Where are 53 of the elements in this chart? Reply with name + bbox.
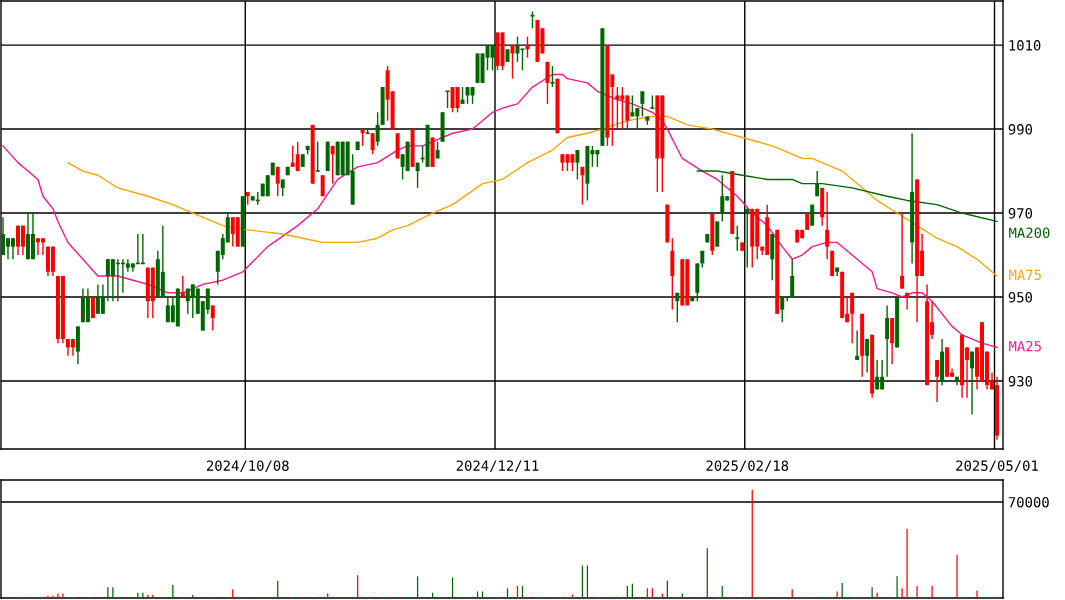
candlestick (780, 296, 785, 323)
y-tick-label: 70000 (1008, 496, 1049, 508)
candlestick (330, 145, 335, 185)
x-tick-label: 2025/05/01 (956, 460, 1038, 473)
candlestick (745, 208, 750, 269)
candlestick (314, 140, 321, 172)
series-label: MA200 (1009, 227, 1050, 238)
candlestick (375, 111, 380, 147)
candlestick (675, 292, 680, 323)
candlestick (40, 237, 45, 256)
candlestick (720, 174, 725, 223)
series-label: MA75 (1009, 269, 1041, 281)
candlestick (515, 35, 520, 63)
x-tick-label: 2024/10/08 (206, 460, 289, 473)
candlestick (10, 237, 15, 260)
candlestick (855, 329, 860, 361)
x-tick-label: 2024/12/11 (456, 460, 539, 473)
y-tick-label: 950 (1008, 292, 1033, 303)
candlestick (640, 90, 645, 118)
candlestick (575, 149, 580, 181)
series-label: MA25 (1009, 340, 1041, 352)
candlestick (900, 212, 905, 290)
candlestick (210, 304, 215, 332)
candlestick (970, 350, 975, 416)
line-series (2, 73, 998, 349)
y-tick-label: 1010 (1009, 40, 1041, 51)
candlestick (905, 292, 910, 311)
y-tick-label: 930 (1008, 375, 1033, 387)
candlestick (525, 35, 530, 59)
line-series (67, 115, 998, 277)
candlestick (885, 304, 890, 378)
candlestick (615, 86, 620, 130)
y-tick-label: 990 (1008, 124, 1033, 135)
candlestick (295, 140, 300, 172)
y-tick-label: 970 (1008, 208, 1033, 219)
candlestick (275, 166, 280, 197)
candlestick (455, 86, 460, 113)
candlestick (865, 338, 870, 374)
candlestick (875, 359, 880, 391)
x-tick-label: 2025/02/18 (706, 460, 789, 473)
candlestick (580, 166, 585, 206)
candlestick (545, 61, 550, 105)
candlestick (825, 191, 830, 260)
candlestick (370, 132, 375, 155)
candlestick (850, 292, 855, 344)
candlestick (100, 283, 105, 315)
candlestick (935, 359, 940, 403)
candlestick (549, 65, 556, 88)
candlestick (415, 161, 420, 189)
candlestick (490, 44, 495, 71)
candlestick (20, 224, 25, 256)
candlestick (519, 48, 526, 71)
candlestick (510, 44, 515, 80)
